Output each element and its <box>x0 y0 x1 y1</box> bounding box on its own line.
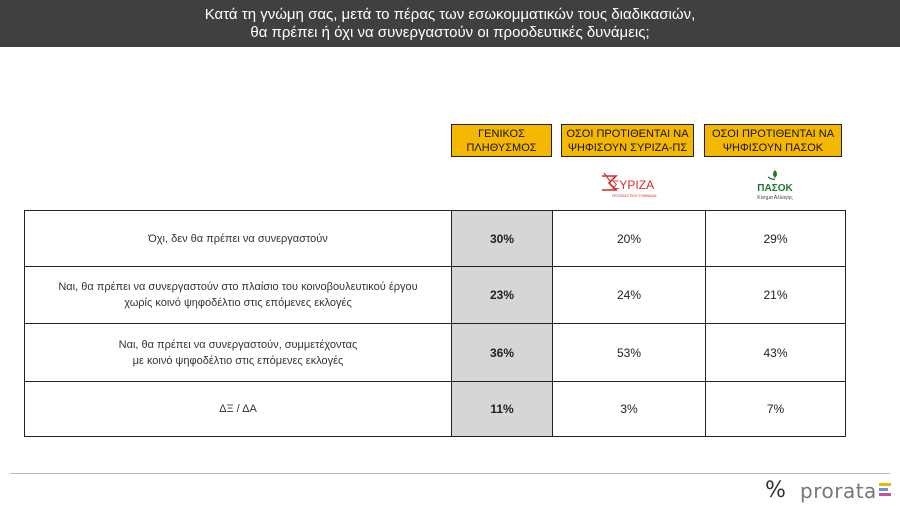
title-line-2: θα πρέπει ή όχι να συνεργαστούν οι προοδ… <box>250 23 650 41</box>
answer-label: Ναι, θα πρέπει να συνεργαστούν στο πλαίσ… <box>24 266 452 324</box>
table-row: Όχι, δεν θα πρέπει να συνεργαστούν 30% 2… <box>24 210 846 267</box>
column-header-line: ΨΗΦΙΣΟΥΝ ΣΥΡΙΖΑ-ΠΣ <box>567 141 688 154</box>
column-header-pasok-voters: ΟΣΟΙ ΠΡΟΤΙΘΕΝΤΑΙ ΝΑ ΨΗΦΙΣΟΥΝ ΠΑΣΟΚ <box>704 124 842 157</box>
column-header-line: ΓΕΝΙΚΟΣ <box>478 127 525 140</box>
value-general: 30% <box>451 210 553 267</box>
value-syriza: 3% <box>552 381 706 437</box>
answer-line: χωρίς κοινό ψηφοδέλτιο στις επόμενες εκλ… <box>124 297 352 309</box>
answer-line: Ναι, θα πρέπει να συνεργαστούν, συμμετέχ… <box>118 338 358 351</box>
title-bar: Κατά τη γνώμη σας, μετά το πέρας των εσω… <box>0 0 900 47</box>
pasok-logo-wordmark: ΠΑΣΟΚ <box>757 183 793 194</box>
answer-label: Όχι, δεν θα πρέπει να συνεργαστούν <box>24 210 452 267</box>
column-header-line: ΨΗΦΙΣΟΥΝ ΠΑΣΟΚ <box>722 141 824 154</box>
table-row: Ναι, θα πρέπει να συνεργαστούν στο πλαίσ… <box>24 266 846 324</box>
answer-line: Ναι, θα πρέπει να συνεργαστούν στο πλαίσ… <box>58 281 418 293</box>
percent-icon: % <box>765 478 786 503</box>
answer-line: Όχι, δεν θα πρέπει να συνεργαστούν <box>148 232 328 245</box>
value-general: 23% <box>451 266 553 324</box>
value-pasok: 7% <box>705 381 846 437</box>
value-syriza: 53% <box>552 323 706 382</box>
footer-divider <box>10 473 890 474</box>
answer-line: με κοινό ψηφοδέλτιο στις επόμενες εκλογέ… <box>132 354 344 367</box>
table-row: Ναι, θα πρέπει να συνεργαστούν, συμμετέχ… <box>24 323 846 382</box>
answer-label: Ναι, θα πρέπει να συνεργαστούν, συμμετέχ… <box>24 323 452 382</box>
value-pasok: 29% <box>705 210 846 267</box>
column-header-general-population: ΓΕΝΙΚΟΣ ΠΛΗΘΥΣΜΟΣ <box>451 124 552 157</box>
value-pasok: 21% <box>705 266 846 324</box>
brand-bars-icon <box>879 483 891 499</box>
results-table: Όχι, δεν θα πρέπει να συνεργαστούν 30% 2… <box>24 210 846 437</box>
prorata-brand: prorata <box>800 479 877 503</box>
column-header-syriza-voters: ΟΣΟΙ ΠΡΟΤΙΘΕΝΤΑΙ ΝΑ ΨΗΦΙΣΟΥΝ ΣΥΡΙΖΑ-ΠΣ <box>561 124 694 157</box>
value-syriza: 24% <box>552 266 706 324</box>
syriza-logo: ΣΥΡΙΖΑ ΠΡΟΟΔΕΥΤΙΚΗ ΣΥΜΜΑΧΙΑ <box>602 172 657 198</box>
answer-label: ΔΞ / ΔΑ <box>24 381 452 437</box>
title-line-1: Κατά τη γνώμη σας, μετά το πέρας των εσω… <box>204 5 696 23</box>
answer-line: ΔΞ / ΔΑ <box>219 403 257 415</box>
value-general: 36% <box>451 323 553 382</box>
value-pasok: 43% <box>705 323 846 382</box>
pasok-logo: ΠΑΣΟΚ Κίνημα Αλλαγής <box>757 170 793 201</box>
column-header-line: ΟΣΟΙ ΠΡΟΤΙΘΕΝΤΑΙ ΝΑ <box>566 127 689 140</box>
column-header-line: ΟΣΟΙ ΠΡΟΤΙΘΕΝΤΑΙ ΝΑ <box>711 127 835 140</box>
pasok-logo-subtitle: Κίνημα Αλλαγής <box>757 194 793 201</box>
value-general: 11% <box>451 381 553 437</box>
column-header-line: ΠΛΗΘΥΣΜΟΣ <box>466 141 537 154</box>
value-syriza: 20% <box>552 210 706 267</box>
table-row: ΔΞ / ΔΑ 11% 3% 7% <box>24 381 846 437</box>
syriza-logo-subtitle: ΠΡΟΟΔΕΥΤΙΚΗ ΣΥΜΜΑΧΙΑ <box>612 194 657 198</box>
syriza-logo-wordmark: ΣΥΡΙΖΑ <box>612 178 654 192</box>
